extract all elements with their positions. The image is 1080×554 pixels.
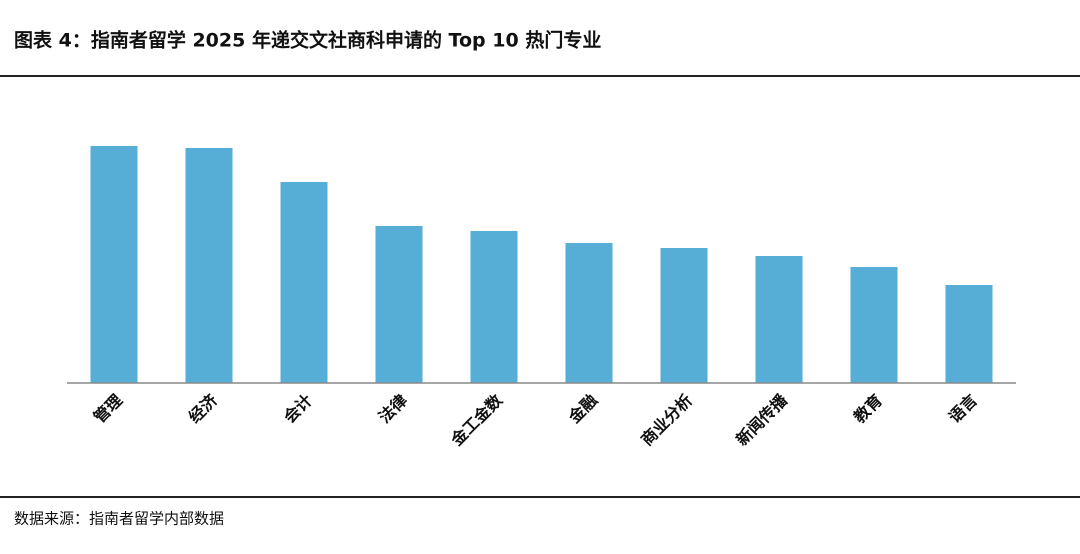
x-tick-label: 会计 [280,391,316,427]
bar [850,267,898,383]
x-tick-label: 经济 [185,390,222,427]
source-note: 数据来源：指南者留学内部数据 [14,510,224,528]
bar [90,146,138,383]
bar [660,248,708,383]
bar [375,226,423,383]
bar [470,231,518,383]
bar [185,148,233,383]
x-tick-label: 语言 [945,391,981,427]
x-tick-label: 金融 [564,391,601,428]
x-tick-label: 法律 [375,391,411,427]
bar [565,243,613,383]
x-tick-label: 管理 [90,391,126,427]
x-tick-label: 教育 [850,391,886,427]
x-tick-label: 新闻传播 [732,390,791,449]
chart-title: 图表 4：指南者留学 2025 年递交文社商科申请的 Top 10 热门专业 [14,29,601,52]
bar [280,182,328,383]
x-tick-label: 商业分析 [637,391,696,450]
bar [945,285,993,383]
x-tick-label: 金工金数 [447,390,507,450]
bar [755,256,803,383]
